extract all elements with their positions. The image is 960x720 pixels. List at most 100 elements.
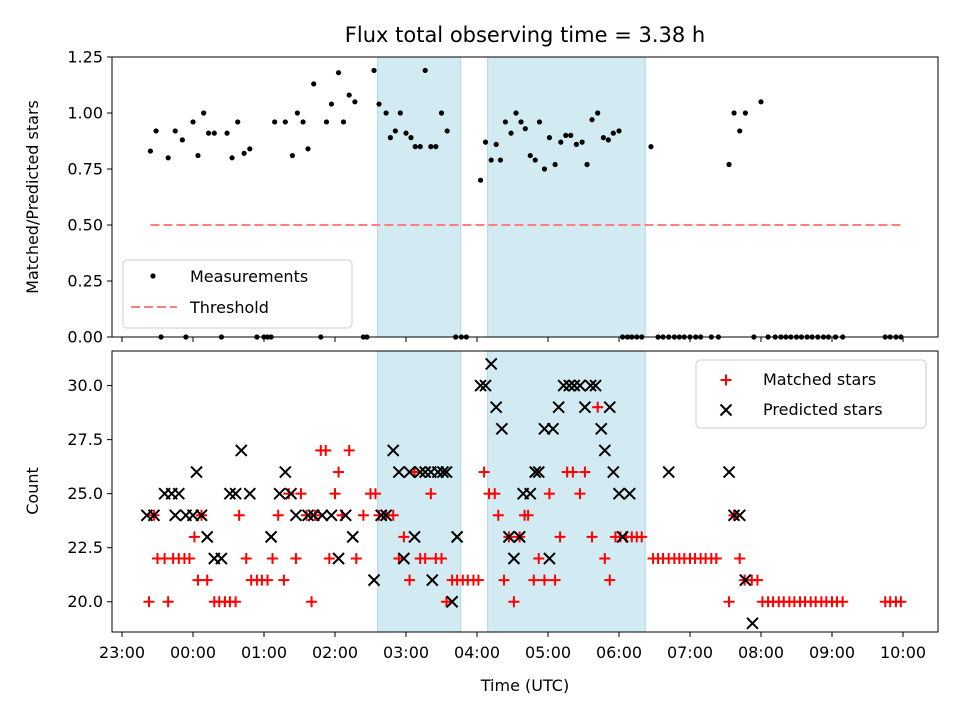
measurement-point [563,132,569,138]
measurement-point [497,157,504,163]
measurement-point [241,150,247,156]
xtick-label: 09:00 [809,643,855,662]
matched-star-point [419,553,431,565]
matched-star-point [574,488,586,500]
predicted-star-point [332,552,345,565]
measurement-point [387,135,393,141]
matched-star-point [290,553,302,565]
matched-star-point [188,531,200,543]
predicted-star-point [489,400,503,414]
predicted-star-point [147,509,161,522]
matched-star-point [320,444,332,456]
measurement-point [417,144,423,150]
matched-star-point [567,466,579,478]
matched-star-point [508,596,520,608]
bottom-plot-frame [111,350,939,633]
predicted-star-point [190,465,203,479]
bottom-y-ticks: 20.0 22.5 25.0 27.5 30.0 [67,376,112,611]
shaded-interval-1 [377,350,462,633]
measurement-point [282,119,288,125]
measurement-point [541,166,548,172]
x-axis-label: Time (UTC) [480,676,569,695]
measurement-point [726,161,732,168]
predicted-star-point [563,379,576,392]
predicted-star-point [746,617,759,630]
matched-star-point [436,553,447,565]
predicted-star-point [392,465,406,479]
top-ytick-label: 0.75 [67,160,103,179]
predicted-star-point [440,465,453,479]
predicted-star-point [426,573,439,587]
matched-star-point [404,574,416,586]
measurement-point [513,110,519,116]
top-ytick-label: 1.00 [67,104,103,123]
measurement-point [235,119,241,125]
predicted-star-point [367,573,381,587]
top-x-ticks [121,337,904,342]
shaded-interval-1 [377,56,462,338]
predicted-star-point [215,552,228,565]
matched-star-point [329,488,341,500]
measurement-point [600,135,606,141]
matched-star-point [283,488,295,500]
matched-star-point [895,596,907,608]
measurement-point [428,144,434,150]
predicted-star-point [169,509,182,522]
measurement-point [422,67,428,74]
measurement-point [190,119,196,125]
xtick-label: 07:00 [667,643,713,662]
measurement-point [172,128,178,134]
measurement-point [352,99,358,105]
predicted-star-point [301,509,315,522]
top-shaded-intervals [377,56,646,338]
predicted-star-point [200,530,214,544]
measurement-point [311,81,317,87]
matched-star-point [230,596,242,608]
predicted-star-point [279,465,292,479]
xtick-label: 04:00 [454,643,500,662]
measurement-point [438,110,445,116]
measurement-point [376,101,382,107]
xtick-label: 05:00 [525,643,571,662]
xtick-label: 23:00 [99,643,145,662]
matched-star-point [472,574,484,586]
bottom-ytick-label: 30.0 [67,376,103,395]
measurement-point [211,130,217,136]
measurement-point [579,139,585,145]
predicted-star-point [195,509,208,522]
top-ytick-label: 0.50 [67,216,103,235]
predicted-star-point [573,379,587,392]
measurement-point [224,130,230,136]
predicted-star-point [346,530,359,544]
measurement-point [165,155,171,161]
matched-star-point [272,509,284,521]
measurement-point [508,130,514,136]
top-legend-box [122,259,353,329]
bottom-shaded-intervals [377,350,646,633]
measurement-point [493,141,499,147]
predicted-star-point [284,487,298,500]
matched-star-point [837,596,849,608]
measurement-point [305,146,311,152]
top-plot-frame [111,56,939,338]
measurement-point [605,137,611,143]
measurement-point [589,117,595,123]
predicted-star-point [172,487,186,500]
predicted-star-point [727,509,741,522]
matched-star-point [398,531,410,543]
matched-star-point [522,509,534,521]
matched-star-point [357,509,369,521]
matched-star-point [323,553,335,565]
measurement-point [742,110,748,116]
predicted-star-point [616,530,629,544]
measurement-point [412,144,418,150]
measurement-point [584,161,590,168]
bottom-ytick-label: 20.0 [67,592,103,611]
predicted-star-point [568,379,581,392]
matched-star-point [240,553,252,565]
measurement-point [397,110,403,116]
legend-x-glyph [719,403,733,417]
matched-star-point [492,509,504,521]
measurement-point [335,70,342,76]
predicted-star-point [418,465,432,479]
